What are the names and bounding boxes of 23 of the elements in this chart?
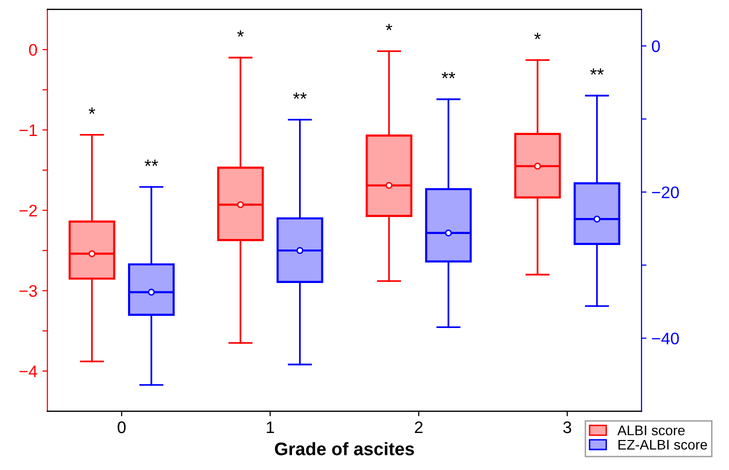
x-axis-title: Grade of ascites [274,442,414,456]
annotation: ** [293,92,307,99]
y-tick-label: 0 [29,44,38,56]
annotation: * [237,30,244,37]
y-tick-label: −3 [19,285,37,297]
annotation: ** [442,72,456,78]
annotation: * [88,108,96,114]
legend-label: ALBI score [617,426,685,436]
annotation: * [534,32,541,40]
y-tick-label: −2 [19,204,37,216]
annotation: ** [144,160,158,166]
x-tick-label: 0 [118,421,126,434]
x-tick-label: 1 [266,422,274,434]
y2-tick-label: 0 [652,40,660,52]
legend-label: EZ-ALBI score [618,440,708,450]
x-tick-label: 2 [414,421,423,434]
annotation: * [386,24,392,30]
y-tick-label: −1 [19,124,37,136]
y2-tick-label: −20 [652,186,679,198]
y2-tick-label: −40 [652,332,679,344]
y-tick-label: −4 [19,366,38,378]
annotation: ** [590,68,604,75]
x-tick-label: 3 [563,421,572,434]
